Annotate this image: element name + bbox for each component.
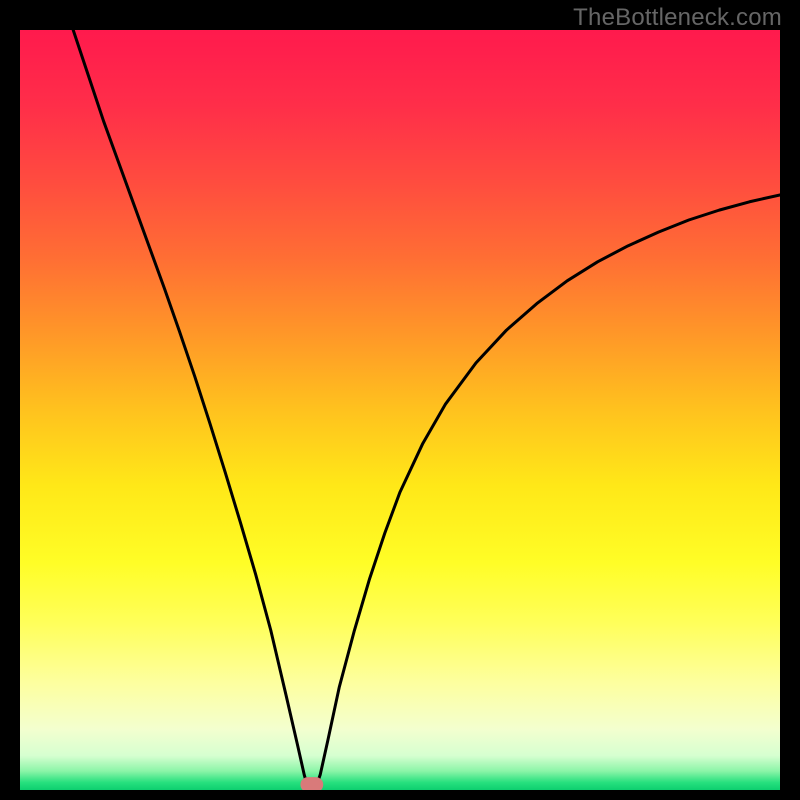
bottleneck-plot-svg xyxy=(20,30,780,790)
chart-frame: TheBottleneck.com xyxy=(0,0,800,800)
plot-area xyxy=(20,30,780,790)
watermark-text: TheBottleneck.com xyxy=(573,4,782,32)
optimum-marker xyxy=(300,777,323,790)
gradient-background xyxy=(20,30,780,790)
